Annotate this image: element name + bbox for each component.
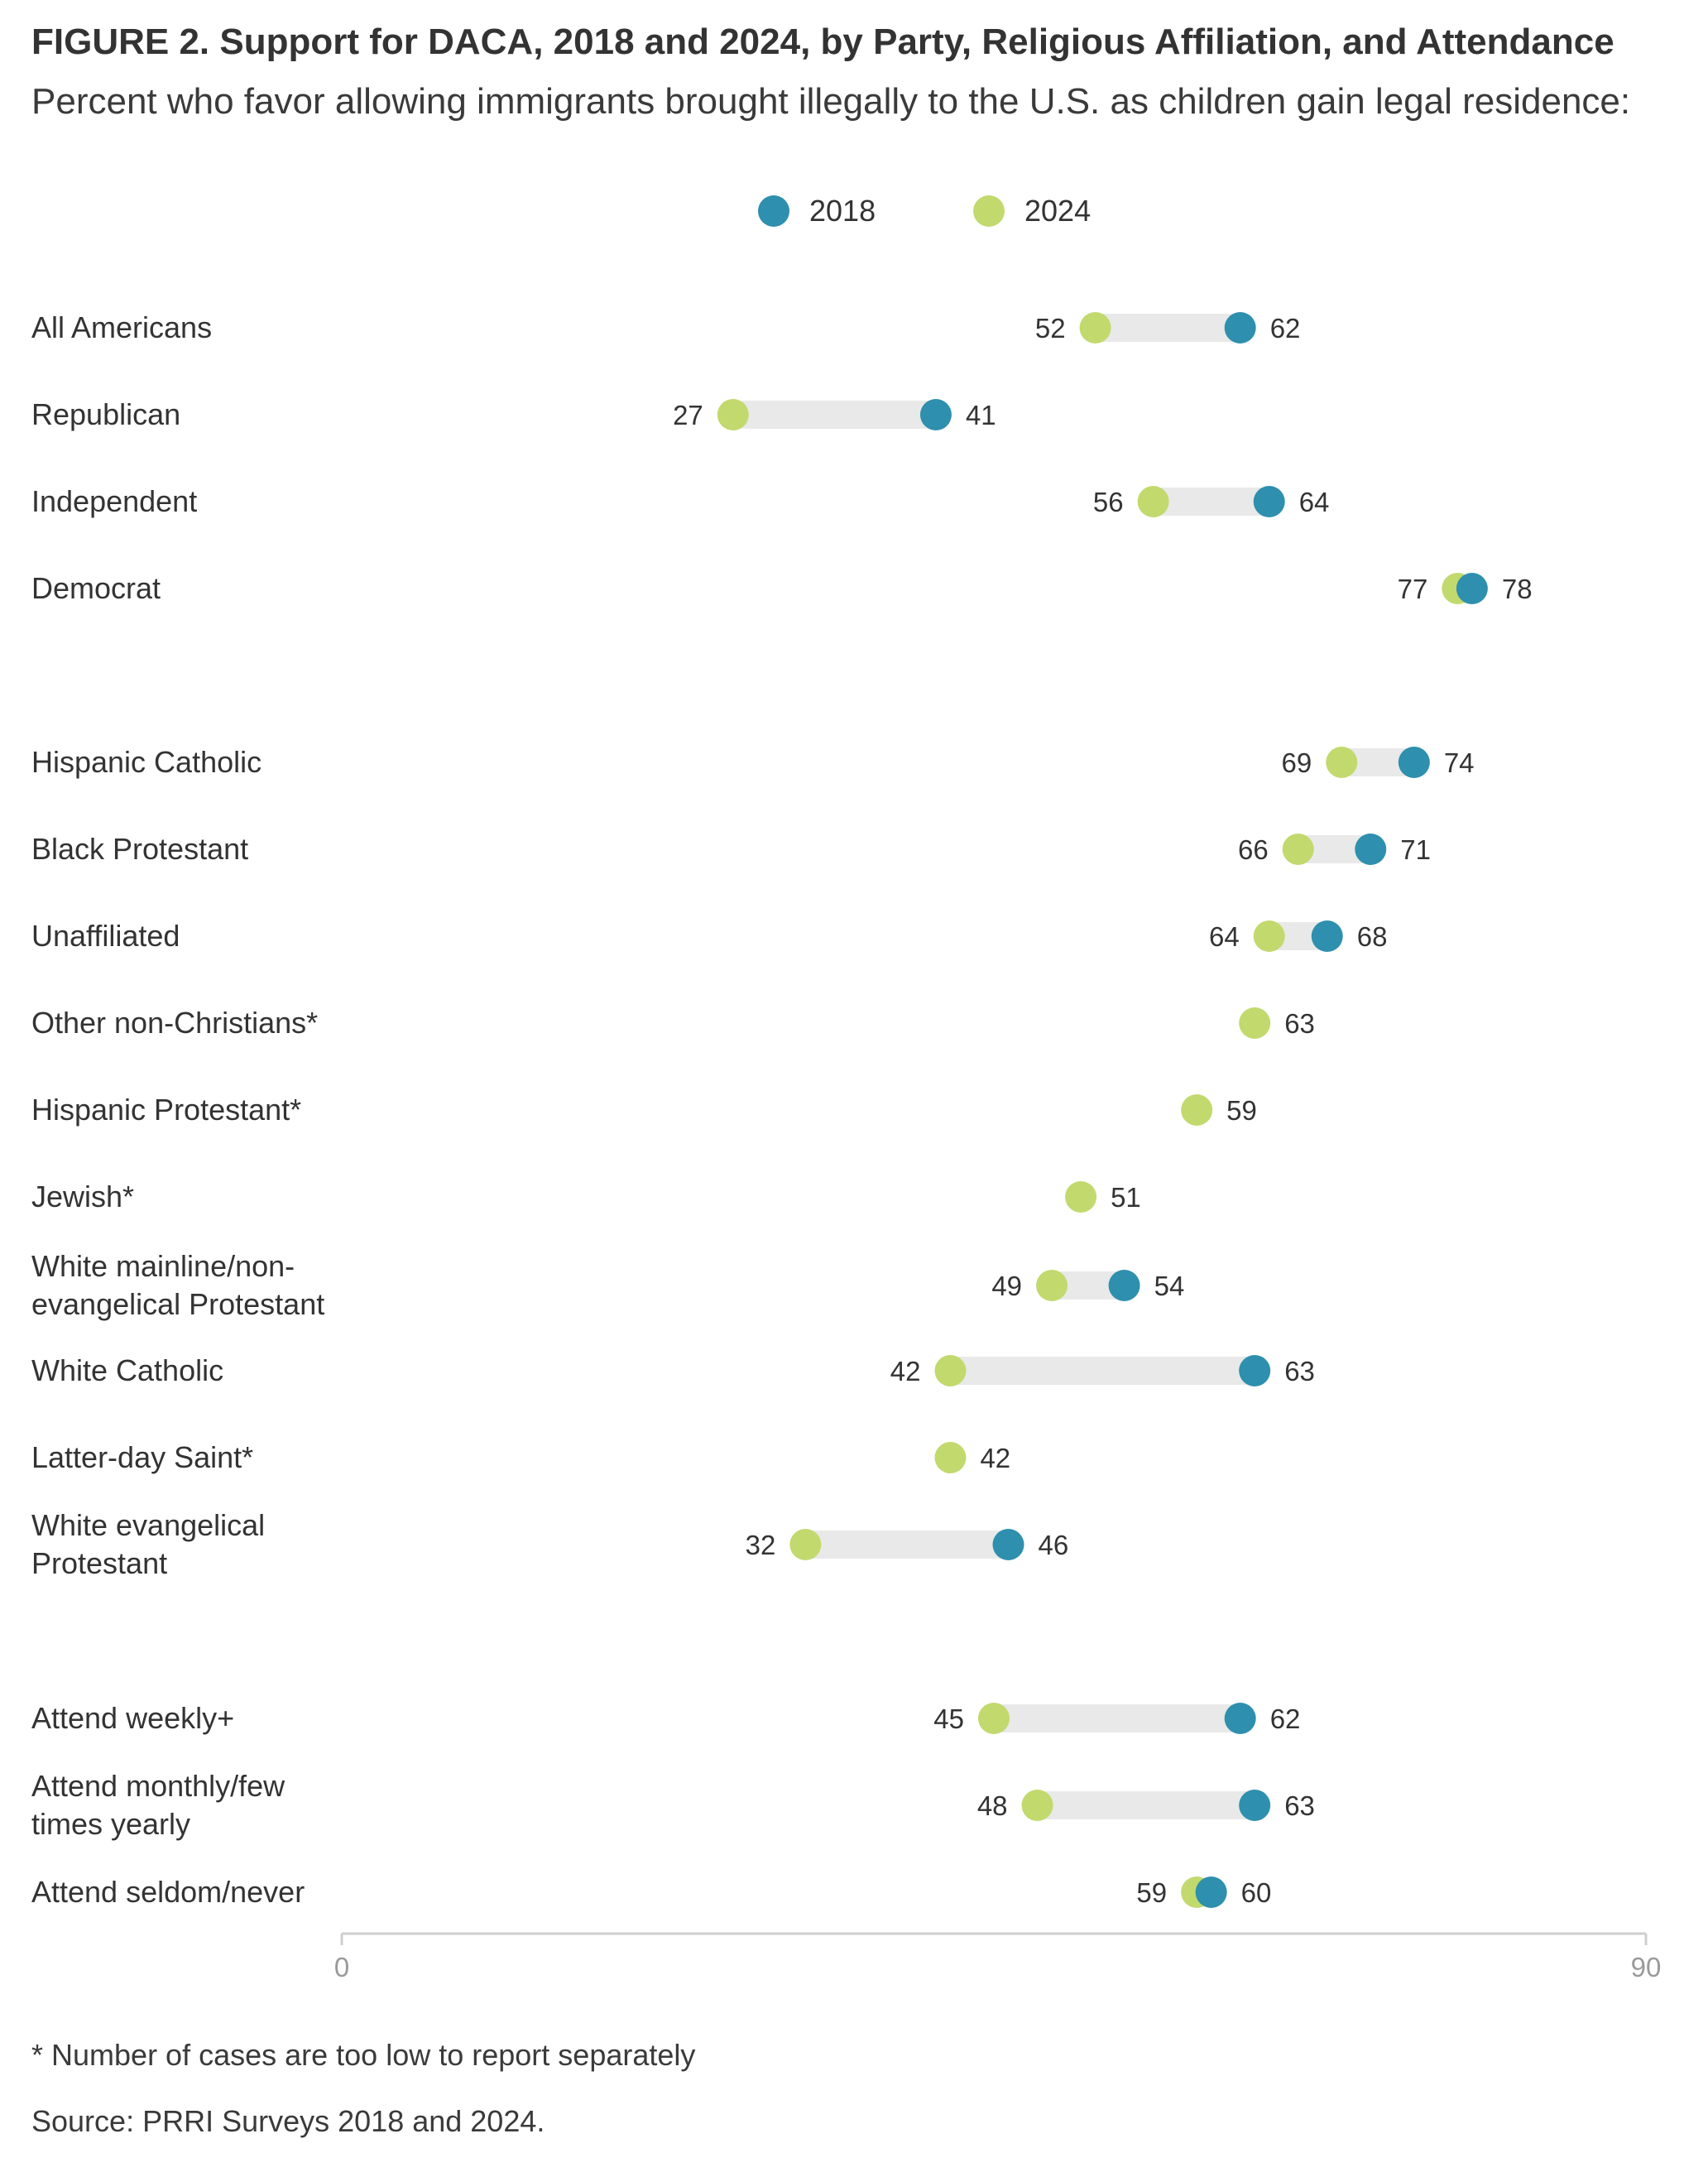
row-label: Independent <box>31 484 198 518</box>
legend: 2018 2024 <box>0 184 1708 238</box>
range-bar <box>1037 1791 1255 1819</box>
range-bar <box>805 1530 1009 1559</box>
point-2024 <box>717 399 749 430</box>
data-label-2024: 59 <box>1136 1877 1167 1908</box>
range-bar <box>732 401 936 429</box>
row-label: White Catholic <box>31 1353 224 1387</box>
row-label: Attend monthly/few times yearly <box>31 1769 285 1841</box>
point-2018 <box>1253 486 1285 517</box>
data-label-2018: 41 <box>966 400 996 430</box>
x-tick-label: 90 <box>1631 1952 1662 1982</box>
row-label: Black Protestant <box>31 832 249 866</box>
row-label: White evangelical Protestant <box>31 1508 266 1580</box>
data-label-2018: 63 <box>1284 1790 1315 1821</box>
point-2018 <box>1224 1703 1256 1734</box>
data-label-2024: 49 <box>991 1271 1022 1301</box>
point-2024 <box>1079 312 1111 344</box>
point-2018 <box>1311 920 1343 952</box>
point-2024 <box>934 1355 967 1386</box>
range-bar <box>1153 488 1269 516</box>
row-label: Attend weekly+ <box>31 1701 235 1735</box>
range-bar <box>950 1357 1255 1385</box>
source-note: Source: PRRI Surveys 2018 and 2024. <box>31 2104 545 2138</box>
point-2018 <box>1108 1270 1140 1301</box>
point-2024 <box>1282 834 1314 865</box>
data-label-2024: 32 <box>746 1530 776 1560</box>
row-label: White mainline/non- evangelical Protesta… <box>31 1249 325 1321</box>
data-label-2024: 56 <box>1093 487 1124 517</box>
x-tick-label: 0 <box>334 1952 349 1982</box>
data-label-2024: 27 <box>673 400 703 430</box>
point-2018 <box>1224 312 1256 344</box>
data-label-2024: 59 <box>1226 1095 1257 1126</box>
point-2018 <box>1195 1876 1227 1908</box>
point-2018 <box>1355 834 1387 865</box>
range-bar <box>994 1704 1240 1732</box>
data-label-2024: 63 <box>1284 1008 1315 1039</box>
range-bar <box>1095 314 1240 342</box>
data-label-2024: 69 <box>1282 747 1312 778</box>
legend-label-2024: 2024 <box>1024 194 1091 228</box>
data-label-2018: 68 <box>1357 921 1388 952</box>
data-label-2024: 42 <box>890 1356 921 1386</box>
legend-swatch-2018 <box>758 195 789 227</box>
point-2024 <box>1137 486 1169 517</box>
row-label: Latter-day Saint* <box>31 1440 254 1474</box>
chart-subtitle: Percent who favor allowing immigrants br… <box>31 81 1631 122</box>
data-label-2018: 74 <box>1444 747 1475 778</box>
footnote: * Number of cases are too low to report … <box>31 2038 696 2072</box>
point-2018 <box>992 1529 1024 1560</box>
row-label: Democrat <box>31 571 161 605</box>
data-label-2018: 60 <box>1241 1877 1272 1908</box>
chart-title: FIGURE 2. Support for DACA, 2018 and 202… <box>31 22 1614 62</box>
data-label-2018: 71 <box>1400 834 1431 865</box>
data-label-2024: 51 <box>1111 1182 1141 1213</box>
point-2024 <box>1181 1094 1213 1126</box>
row-label: Hispanic Catholic <box>31 745 262 779</box>
data-label-2024: 42 <box>980 1443 1010 1473</box>
point-2018 <box>1456 573 1488 604</box>
data-label-2018: 63 <box>1284 1356 1315 1386</box>
data-label-2024: 45 <box>933 1703 964 1734</box>
row-label: Unaffiliated <box>31 919 180 953</box>
data-label-2024: 77 <box>1398 574 1428 604</box>
point-2024 <box>1326 747 1358 778</box>
row-label: Other non-Christians* <box>31 1006 319 1040</box>
data-label-2018: 54 <box>1154 1271 1185 1301</box>
row-label: Attend seldom/never <box>31 1875 305 1909</box>
point-2024 <box>1239 1007 1271 1039</box>
data-label-2024: 66 <box>1238 834 1269 865</box>
point-2024 <box>934 1442 967 1473</box>
row-label: Hispanic Protestant* <box>31 1093 302 1127</box>
legend-swatch-2024 <box>973 195 1005 227</box>
point-2024 <box>1253 920 1285 952</box>
point-2018 <box>1239 1355 1271 1386</box>
legend-item-2024: 2024 <box>973 184 1091 238</box>
point-2024 <box>1036 1270 1068 1301</box>
legend-item-2018: 2018 <box>758 184 876 238</box>
data-label-2018: 62 <box>1270 313 1301 344</box>
point-2024 <box>1065 1181 1097 1213</box>
point-2024 <box>1021 1790 1053 1821</box>
point-2018 <box>1398 747 1430 778</box>
row-label: All Americans <box>31 310 213 344</box>
data-label-2024: 52 <box>1035 313 1066 344</box>
data-label-2024: 48 <box>977 1790 1008 1821</box>
point-2018 <box>1239 1790 1271 1821</box>
point-2024 <box>978 1703 1010 1734</box>
row-label: Republican <box>31 397 181 431</box>
legend-label-2018: 2018 <box>809 194 876 228</box>
data-label-2018: 62 <box>1270 1703 1301 1734</box>
data-label-2024: 64 <box>1209 921 1240 952</box>
data-label-2018: 78 <box>1502 574 1533 604</box>
data-label-2018: 64 <box>1299 487 1330 517</box>
point-2024 <box>789 1529 822 1560</box>
row-label: Jewish* <box>31 1180 135 1213</box>
point-2018 <box>919 399 952 430</box>
data-label-2018: 46 <box>1039 1530 1069 1560</box>
